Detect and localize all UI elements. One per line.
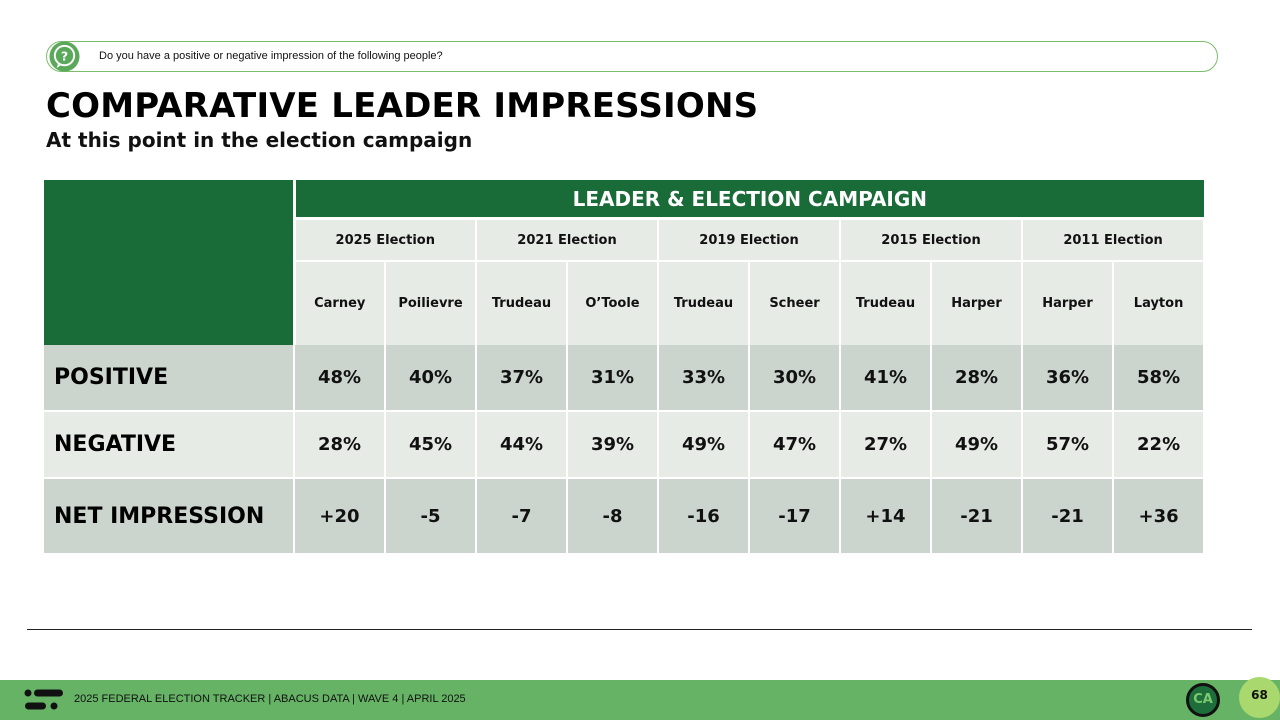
table-cell: +14 [840, 478, 932, 553]
table-cell: 31% [567, 345, 659, 412]
table-cell: 58% [1113, 345, 1206, 412]
leader-impressions-table: LEADER & ELECTION CAMPAIGN 2025 Election… [44, 180, 1206, 553]
election-header-2011: 2011 Election [1022, 218, 1206, 262]
leader-header: O’Toole [567, 261, 659, 345]
question-text: Do you have a positive or negative impre… [99, 50, 443, 62]
leader-header: Poilievre [385, 261, 477, 345]
election-header-2019: 2019 Election [658, 218, 841, 262]
group-header: LEADER & ELECTION CAMPAIGN [294, 180, 1205, 220]
election-header-2015: 2015 Election [840, 218, 1023, 262]
page-number-badge: 68 [1239, 677, 1280, 718]
table-cell: +20 [294, 478, 386, 553]
divider-line [27, 629, 1252, 630]
table-cell: 36% [1022, 345, 1114, 412]
table-cell: 48% [294, 345, 386, 412]
table-cell: -21 [1022, 478, 1114, 553]
table-cell: 45% [385, 411, 477, 479]
question-mark-icon: ? [49, 41, 80, 72]
table-cell: 27% [840, 411, 932, 479]
table-cell: 49% [658, 411, 750, 479]
row-label: NET IMPRESSION [44, 478, 295, 553]
table-cell: +36 [1113, 478, 1206, 553]
leader-header: Trudeau [840, 261, 932, 345]
footer-text: 2025 FEDERAL ELECTION TRACKER | ABACUS D… [74, 693, 466, 705]
leader-header: Layton [1113, 261, 1206, 345]
leader-header: Trudeau [658, 261, 750, 345]
table-cell: -7 [476, 478, 568, 553]
table-cell: 28% [294, 411, 386, 479]
table-cell: 37% [476, 345, 568, 412]
table-cell: 57% [1022, 411, 1114, 479]
election-header-2025: 2025 Election [294, 218, 477, 262]
row-label: POSITIVE [44, 345, 295, 412]
table-cell: 22% [1113, 411, 1206, 479]
table-cell: 44% [476, 411, 568, 479]
row-label: NEGATIVE [44, 411, 295, 479]
table-row-negative: NEGATIVE 28% 45% 44% 39% 49% 47% 27% 49%… [44, 411, 1206, 479]
table-cell: 40% [385, 345, 477, 412]
svg-text:?: ? [61, 48, 68, 63]
election-header-2021: 2021 Election [476, 218, 659, 262]
leader-header: Carney [294, 261, 386, 345]
table-cell: -17 [749, 478, 841, 553]
leader-header: Trudeau [476, 261, 568, 345]
table-cell: 47% [749, 411, 841, 479]
table-cell: 30% [749, 345, 841, 412]
ca-logo-text: CA [1193, 692, 1213, 707]
table-cell: 28% [931, 345, 1023, 412]
table-cell: 33% [658, 345, 750, 412]
table-row-positive: POSITIVE 48% 40% 37% 31% 33% 30% 41% 28%… [44, 345, 1206, 412]
leader-header: Scheer [749, 261, 841, 345]
table-cell: 49% [931, 411, 1023, 479]
table-cell: 41% [840, 345, 932, 412]
question-bar: ? Do you have a positive or negative imp… [46, 41, 1218, 72]
table-cell: -8 [567, 478, 659, 553]
leader-header: Harper [1022, 261, 1114, 345]
page-number: 68 [1251, 688, 1268, 702]
leader-header: Harper [931, 261, 1023, 345]
table-cell: -5 [385, 478, 477, 553]
footer-bar: 2025 FEDERAL ELECTION TRACKER | ABACUS D… [0, 677, 1280, 720]
table-cell: -21 [931, 478, 1023, 553]
table-corner-cell [44, 180, 296, 345]
table-cell: -16 [658, 478, 750, 553]
ca-logo-badge: CA [1186, 683, 1220, 717]
table-cell: 39% [567, 411, 659, 479]
table-row-net-impression: NET IMPRESSION +20 -5 -7 -8 -16 -17 +14 … [44, 478, 1206, 553]
abacus-logo-icon [24, 689, 63, 710]
page-subtitle: At this point in the election campaign [46, 128, 473, 152]
page-title: COMPARATIVE LEADER IMPRESSIONS [46, 86, 759, 126]
